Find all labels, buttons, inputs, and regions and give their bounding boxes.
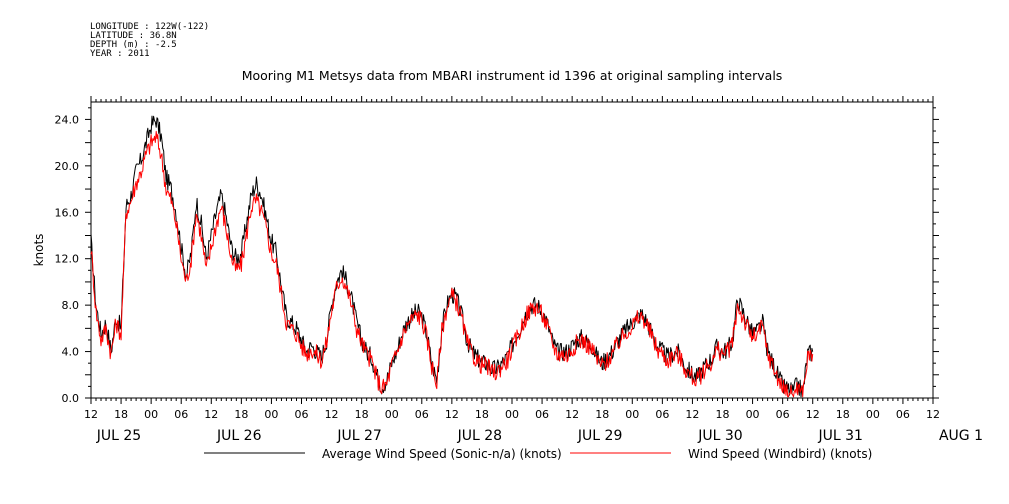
y-axis-label: knots xyxy=(32,234,46,267)
x-day-label: JUL 30 xyxy=(697,428,742,444)
x-hour-label: 18 xyxy=(475,408,489,421)
x-hour-label: 06 xyxy=(655,408,669,421)
x-hour-label: 00 xyxy=(144,408,158,421)
x-hour-label: 12 xyxy=(926,408,940,421)
x-hour-label: 00 xyxy=(505,408,519,421)
x-hour-label: 12 xyxy=(565,408,579,421)
metadata-line: LONGITUDE : 122W(-122) xyxy=(90,22,209,32)
x-hour-label: 06 xyxy=(535,408,549,421)
location-metadata: LONGITUDE : 122W(-122)LATITUDE : 36.8NDE… xyxy=(90,22,209,59)
x-day-label: AUG 1 xyxy=(939,428,983,444)
x-hour-label: 12 xyxy=(84,408,98,421)
x-hour-label: 18 xyxy=(836,408,850,421)
x-axis-hour-labels: 12 18 00 06 12 18 00 06 12 18 00 06 12 18 00 06 12 18 00 06… xyxy=(84,408,940,421)
x-hour-label: 18 xyxy=(234,408,248,421)
x-hour-label: 12 xyxy=(685,408,699,421)
legend: Average Wind Speed (Sonic-n/a) (knots) Wi… xyxy=(204,447,872,461)
series-windbird-wind-speed-line xyxy=(90,130,814,398)
x-hour-label: 00 xyxy=(625,408,639,421)
x-day-label: JUL 27 xyxy=(336,428,381,444)
y-tick-label: 20.0 xyxy=(55,160,80,173)
y-tick-label: 16.0 xyxy=(55,206,80,219)
x-hour-label: 00 xyxy=(746,408,760,421)
x-hour-label: 06 xyxy=(776,408,790,421)
y-tick-label: 4.0 xyxy=(62,346,80,359)
data-series xyxy=(90,115,814,398)
y-axis-tick-labels: 0.0 4.0 8.0 12.0 16.0 20.0 24.0 xyxy=(55,113,80,405)
y-tick-label: 0.0 xyxy=(62,392,80,405)
legend-label-average: Average Wind Speed (Sonic-n/a) (knots) xyxy=(322,447,562,461)
y-tick-label: 24.0 xyxy=(55,113,80,126)
x-hour-label: 18 xyxy=(355,408,369,421)
x-day-label: JUL 28 xyxy=(457,428,502,444)
metadata-line: YEAR : 2011 xyxy=(90,49,150,59)
x-hour-label: 12 xyxy=(204,408,218,421)
x-hour-label: 12 xyxy=(806,408,820,421)
x-day-label: JUL 26 xyxy=(216,428,262,444)
x-hour-label: 18 xyxy=(114,408,128,421)
x-hour-label: 00 xyxy=(385,408,399,421)
x-hour-label: 06 xyxy=(174,408,188,421)
y-tick-label: 12.0 xyxy=(55,253,80,266)
x-axis-day-labels: JUL 25 JUL 26 JUL 27 JUL 28 JUL 29 JUL 30 JUL … xyxy=(96,428,983,444)
x-hour-label: 00 xyxy=(264,408,278,421)
x-hour-label: 18 xyxy=(595,408,609,421)
x-hour-label: 12 xyxy=(325,408,339,421)
y-tick-label: 8.0 xyxy=(62,299,80,312)
x-hour-label: 06 xyxy=(415,408,429,421)
metadata-line: DEPTH (m) : -2.5 xyxy=(90,40,177,50)
metadata-line: LATITUDE : 36.8N xyxy=(90,31,177,41)
x-day-label: JUL 25 xyxy=(96,428,141,444)
x-day-label: JUL 29 xyxy=(577,428,622,444)
plot-frame xyxy=(90,101,934,399)
x-hour-label: 12 xyxy=(445,408,459,421)
x-hour-label: 06 xyxy=(295,408,309,421)
x-day-label: JUL 31 xyxy=(817,428,862,444)
chart-title: Mooring M1 Metsys data from MBARI instru… xyxy=(242,68,783,83)
x-hour-label: 00 xyxy=(866,408,880,421)
series-average-wind-speed-line xyxy=(90,115,814,398)
x-hour-label: 06 xyxy=(896,408,910,421)
x-hour-label: 18 xyxy=(716,408,730,421)
legend-label-windbird: Wind Speed (Windbird) (knots) xyxy=(688,447,872,461)
